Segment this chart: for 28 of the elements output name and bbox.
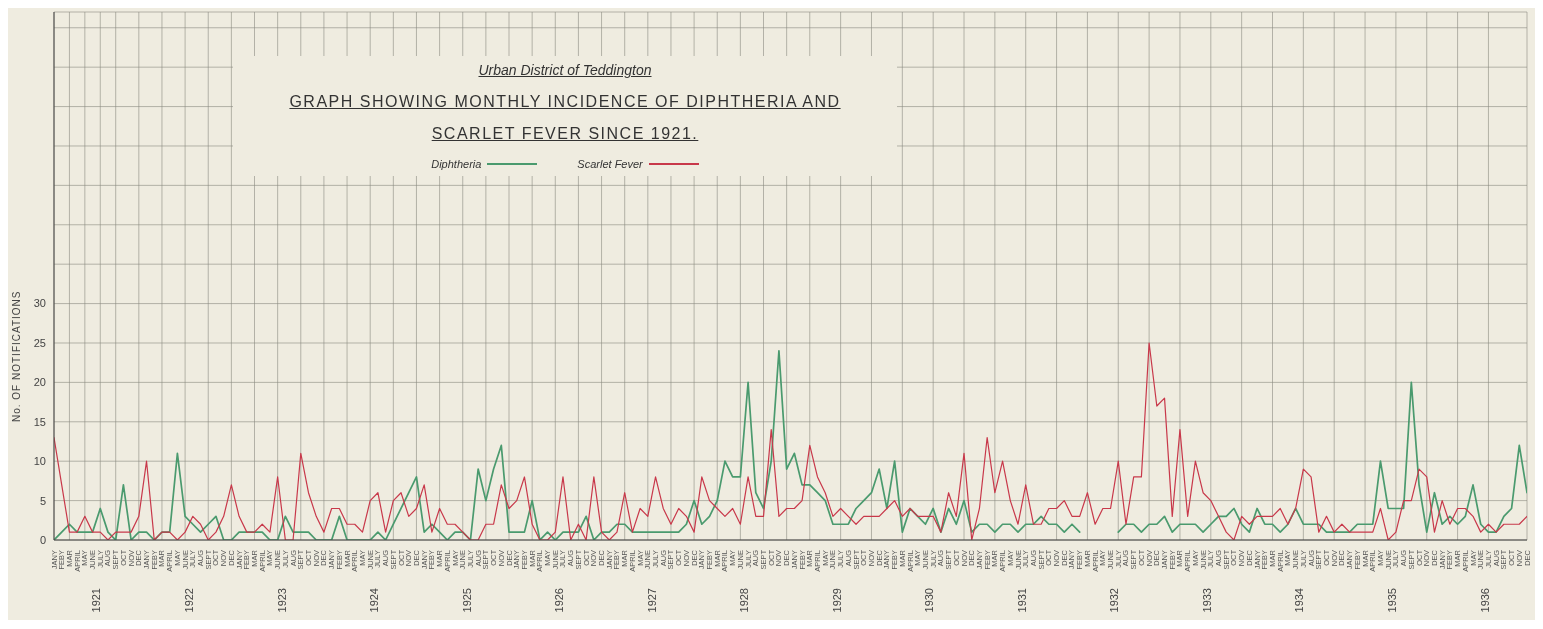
y-axis-title: No. OF NOTIFICATIONS xyxy=(10,290,22,422)
text: 1931 xyxy=(1015,588,1028,613)
text: 1934 xyxy=(1293,588,1306,613)
text: 1929 xyxy=(830,588,843,613)
chart-title: GRAPH SHOWING MONTHLY INCIDENCE OF DIPHTHERIA AND SCARLET FEVER SINCE 1921. xyxy=(289,93,841,142)
y-tick-label: 0 xyxy=(39,533,46,546)
text: 1936 xyxy=(1478,588,1491,613)
legend-label: Diphtheria xyxy=(431,158,482,170)
y-tick-label: 15 xyxy=(33,415,46,428)
text: 1926 xyxy=(553,588,566,613)
text: 1924 xyxy=(368,588,381,613)
legend-label: Scarlet Fever xyxy=(577,158,643,170)
text: 1930 xyxy=(923,588,936,613)
y-tick-label: 10 xyxy=(33,455,46,468)
y-tick-label: 30 xyxy=(33,297,46,310)
text: Urban District of Teddington xyxy=(478,62,652,78)
text: 1933 xyxy=(1200,588,1213,613)
y-tick-label: 25 xyxy=(33,336,46,349)
text: 1925 xyxy=(460,588,473,613)
text: 1922 xyxy=(182,588,195,613)
text: 1935 xyxy=(1386,588,1399,613)
text: 1928 xyxy=(738,588,751,613)
text: 1923 xyxy=(275,588,288,613)
text: 1932 xyxy=(1108,588,1121,613)
y-tick-label: 5 xyxy=(39,494,46,507)
text: 1927 xyxy=(645,588,658,613)
text: 1921 xyxy=(90,588,103,613)
y-tick-label: 20 xyxy=(33,376,46,389)
